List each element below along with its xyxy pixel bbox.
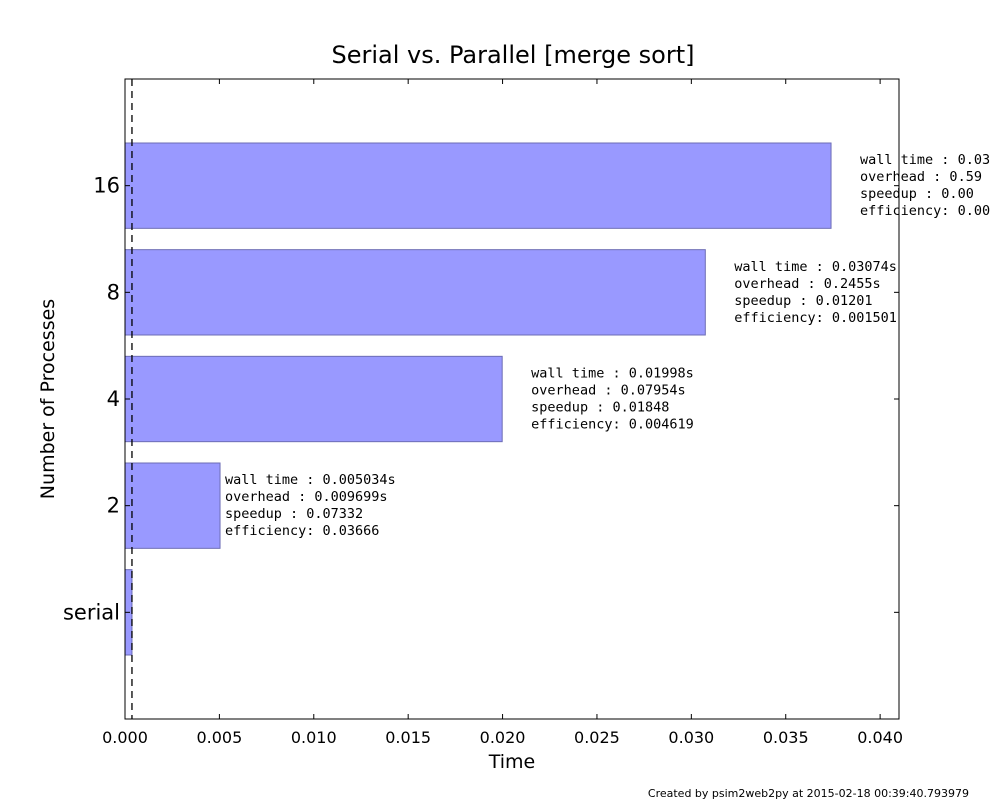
x-tick-label: 0.010 [291,728,337,747]
y-tick-label-serial: serial [63,600,120,624]
x-tick-label: 0.020 [480,728,526,747]
y-tick-label-2: 2 [107,494,120,518]
chart-title: Serial vs. Parallel [merge sort] [332,41,695,69]
bar-8 [124,249,706,336]
annotation-line: wall time : 0.01998s [531,366,694,382]
annotation-line: speedup : 0.01201 [734,293,872,309]
bar-4 [124,355,503,443]
x-tick-label: 0.025 [574,728,620,747]
annotation-line: speedup : 0.00 [860,186,974,202]
annotation-line: overhead : 0.59 [860,169,982,185]
y-tick-label-8: 8 [107,280,120,304]
annotation-line: wall time : 0.005034s [225,472,396,488]
annotation-line: efficiency: 0.004619 [531,417,694,433]
bars-layer [124,142,832,656]
x-tick-label: 0.030 [668,728,714,747]
footer-credit: Created by psim2web2py at 2015-02-18 00:… [648,787,969,800]
x-tick-label: 0.040 [857,728,903,747]
x-tick-label: 0.035 [763,728,809,747]
x-tick-label: 0.005 [196,728,242,747]
annotation-line: wall time : 0.03 [860,152,990,168]
annotation-line: speedup : 0.07332 [225,506,363,522]
bar-16 [124,142,832,229]
x-tick-label: 0.000 [102,728,148,747]
annotation-line: overhead : 0.009699s [225,489,388,505]
annotation-line: efficiency: 0.001501 [734,310,897,326]
y-tick-label-4: 4 [107,387,120,411]
y-axis-label: Number of Processes [37,299,59,499]
ticks-layer: 0.000 0.005 0.010 0.015 0.020 0.025 0.030 0.035… [63,79,903,747]
bar-2 [124,462,221,549]
annotation-line: wall time : 0.03074s [734,259,897,275]
annotation-line: overhead : 0.2455s [734,276,880,292]
annotation-line: overhead : 0.07954s [531,383,685,399]
x-tick-label: 0.015 [385,728,431,747]
x-axis-label: Time [488,751,536,773]
annotation-line: efficiency: 0.00 [860,203,990,219]
annotation-line: speedup : 0.01848 [531,400,669,416]
annotation-line: efficiency: 0.03666 [225,523,379,539]
y-tick-label-16: 16 [93,174,120,198]
